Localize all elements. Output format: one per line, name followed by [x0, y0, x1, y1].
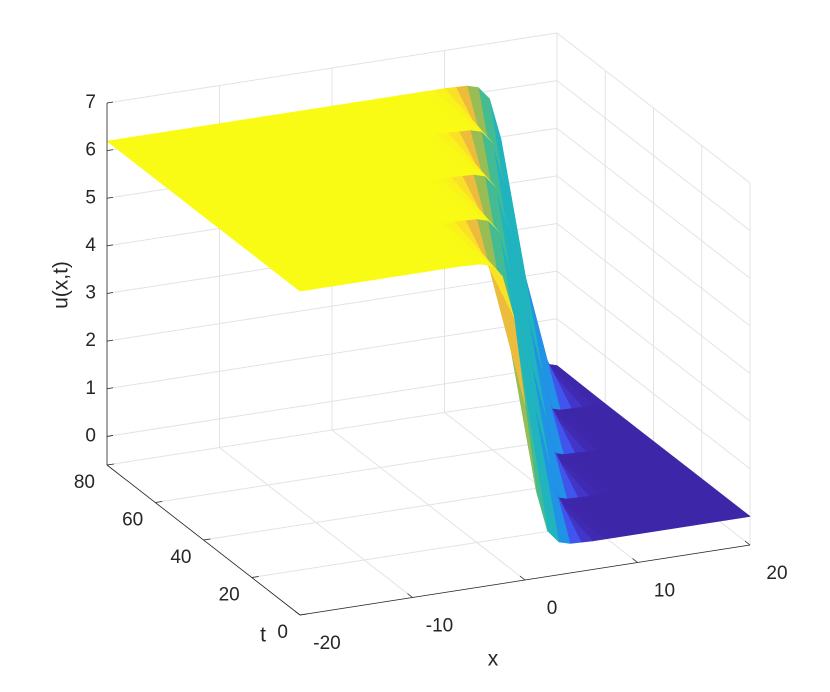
grid-line [106, 365, 558, 437]
z-tick [106, 339, 114, 342]
z-tick-label: 3 [85, 283, 96, 304]
t-tick [251, 576, 259, 578]
x-tick-label: 20 [766, 563, 787, 584]
z-tick [106, 101, 114, 104]
z-tick-label: 4 [85, 235, 96, 256]
t-axis-label: t [260, 624, 266, 647]
x-tick [744, 540, 751, 546]
z-tick-label: 0 [85, 425, 96, 446]
grid-line [556, 223, 751, 374]
t-tick [155, 501, 163, 503]
z-tick-label: 7 [85, 92, 96, 113]
x-tick-label: 10 [654, 581, 675, 602]
t-tick-label: 60 [122, 510, 143, 531]
t-tick-label: 40 [170, 547, 191, 568]
grid-line [106, 318, 558, 390]
grid-line [556, 80, 751, 232]
z-tick-label: 6 [85, 140, 96, 161]
surface-patch [251, 251, 312, 292]
z-axis-label: u(x,t) [50, 261, 73, 309]
z-tick [106, 196, 114, 199]
x-tick-label: -20 [313, 633, 340, 654]
grid-line [556, 127, 751, 279]
z-tick [106, 435, 114, 437]
grid-line [556, 270, 751, 422]
t-tick [299, 613, 308, 616]
grid-line [106, 394, 558, 466]
z-tick-label: 5 [85, 187, 96, 208]
grid-line [556, 32, 751, 184]
x-tick [632, 558, 638, 563]
t-tick-label: 20 [219, 585, 240, 606]
grid-line [556, 175, 751, 327]
x-tick-label: 0 [547, 598, 558, 619]
z-tick [106, 387, 114, 390]
z-tick [106, 244, 114, 247]
grid-line [106, 270, 558, 342]
grid-line [556, 318, 751, 470]
z-tick-label: 2 [85, 330, 96, 351]
t-tick [106, 463, 115, 466]
x-tick [407, 593, 413, 598]
surface [106, 85, 751, 544]
t-tick-label: 0 [277, 622, 288, 643]
x-axis-label: x [488, 648, 499, 671]
x-tick-label: -10 [426, 616, 453, 637]
t-tick-label: 80 [74, 472, 95, 493]
z-tick [106, 292, 114, 294]
z-tick [106, 149, 114, 152]
t-tick [203, 538, 211, 541]
z-tick-label: 1 [85, 378, 96, 399]
axes: 0 1 2 3 4 5 6 7 0 20 40 60 80 -20 -10 0 10 20 [74, 92, 788, 654]
x-tick [519, 575, 526, 581]
x-tick [294, 610, 301, 616]
grid-line [106, 32, 558, 104]
